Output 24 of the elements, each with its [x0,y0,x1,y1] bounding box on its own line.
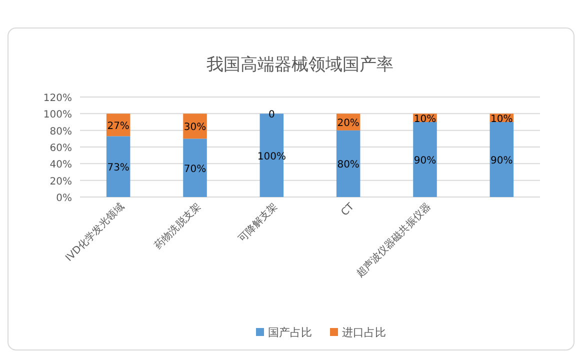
legend-label: 国产占比 [268,326,312,339]
bar [106,136,130,197]
data-label: 90% [414,156,436,166]
y-tick-label: 120% [43,93,72,104]
x-tick-label: 可降解支架 [236,200,280,244]
y-tick-label: 60% [50,143,72,154]
bar [413,122,437,197]
y-tick-label: 80% [50,126,72,138]
data-label: 80% [337,160,360,171]
bar [490,122,514,197]
x-tick-label: 药物洗脱支架 [152,200,204,252]
data-label: 73% [107,162,130,174]
data-label: 27% [107,120,130,132]
data-label: 30% [184,122,206,134]
bar [336,130,360,197]
y-tick-label: 100% [43,110,72,121]
legend-label: 进口占比 [342,326,386,339]
y-tick-label: 20% [50,176,72,188]
chart-title: 我国高端器械领域国产率 [206,55,394,75]
bar [183,138,207,197]
data-label: 20% [337,118,360,129]
y-tick-label: 40% [50,160,72,171]
data-label: 90% [490,156,513,166]
data-label: 70% [184,164,206,175]
